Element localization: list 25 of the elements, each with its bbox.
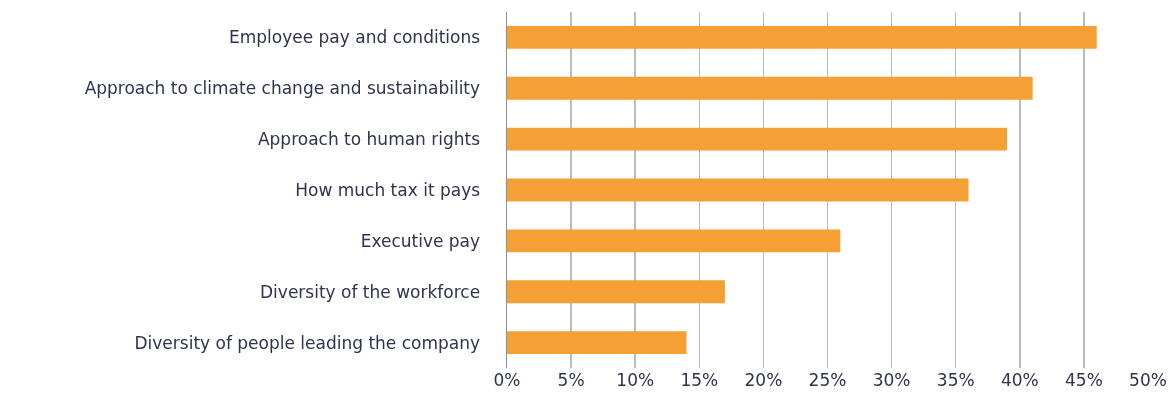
x-tick-label: 15% bbox=[680, 370, 719, 390]
bar bbox=[507, 229, 841, 253]
bar bbox=[507, 280, 725, 304]
x-tick-label: 30% bbox=[872, 370, 911, 390]
bar bbox=[507, 76, 1033, 100]
x-tick-label: 10% bbox=[616, 370, 655, 390]
y-tick-label: Approach to human rights bbox=[257, 129, 481, 150]
x-tick-label: 45% bbox=[1065, 370, 1103, 390]
bar bbox=[507, 331, 687, 355]
y-tick-label: Executive pay bbox=[360, 230, 481, 251]
x-tick-label: 25% bbox=[808, 370, 847, 390]
y-tick-label: Approach to climate change and sustainability bbox=[84, 78, 481, 99]
y-tick-label: How much tax it pays bbox=[295, 179, 481, 200]
x-tick-label: 50% bbox=[1129, 370, 1167, 390]
x-tick-label: 35% bbox=[936, 370, 975, 390]
x-tick-label: 0% bbox=[493, 370, 521, 390]
x-tick-label: 40% bbox=[1000, 370, 1039, 390]
bar bbox=[507, 178, 969, 202]
x-tick-label: 5% bbox=[557, 370, 585, 390]
y-tick-label: Diversity of people leading the company bbox=[134, 332, 481, 353]
y-tick-label: Diversity of the workforce bbox=[260, 281, 481, 302]
bar bbox=[507, 127, 1007, 151]
y-tick-label: Employee pay and conditions bbox=[228, 27, 481, 48]
x-tick-label: 20% bbox=[744, 370, 783, 390]
bar bbox=[507, 25, 1097, 49]
